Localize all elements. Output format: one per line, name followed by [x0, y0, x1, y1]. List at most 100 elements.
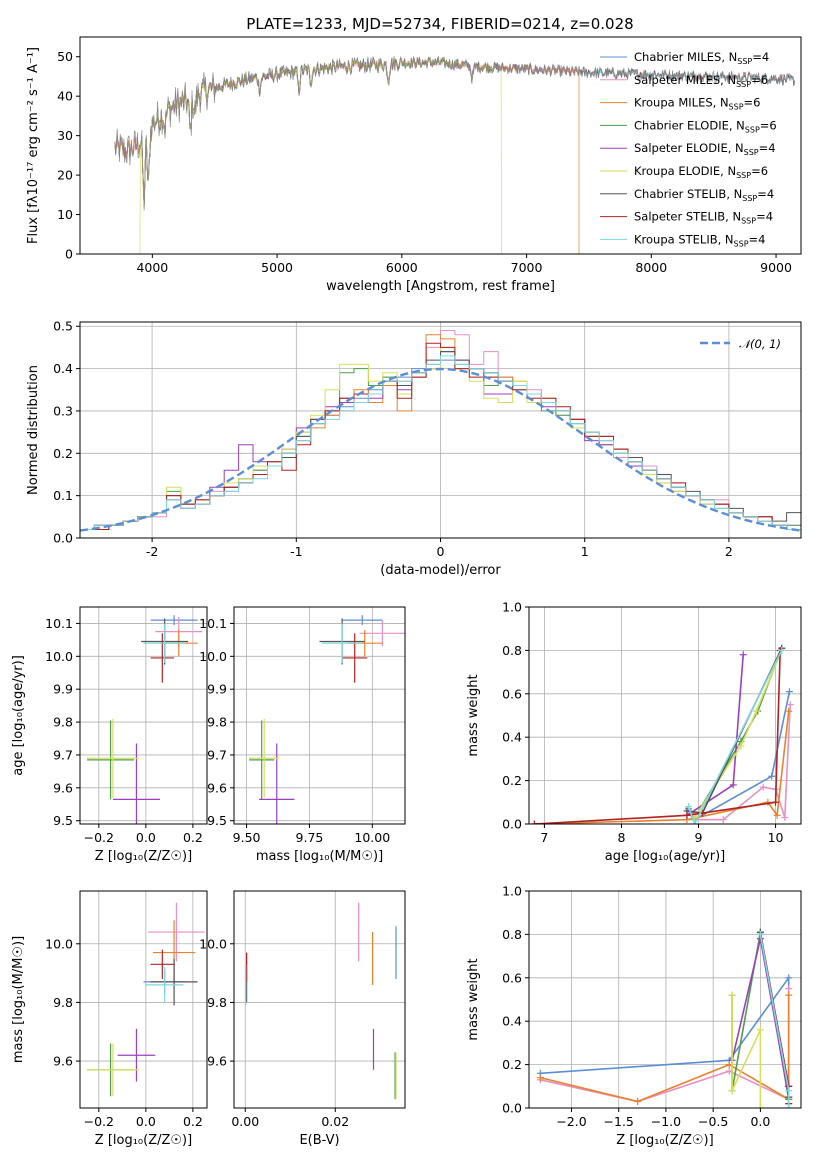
errorbar-point	[342, 615, 383, 626]
errorbar-point	[150, 615, 198, 626]
gaussian-curve	[80, 367, 801, 532]
y-tick-label: 0.6	[502, 686, 522, 701]
mass-weight-marker	[772, 798, 780, 806]
errorbar-point	[150, 633, 175, 683]
y-tick-label: 10	[57, 207, 73, 222]
errorbar-point	[87, 720, 135, 800]
plot-area-mass-vs-z	[87, 902, 205, 1097]
mass-weight-marker	[685, 803, 693, 811]
y-tick-label: 9.8	[53, 995, 73, 1010]
x-tick-label: 0.2	[183, 830, 203, 845]
y-axis-label: mass weight	[466, 958, 481, 1040]
axes-frame	[528, 606, 802, 825]
mass-weight-marker	[739, 651, 747, 659]
y-axis-label: mass weight	[466, 674, 481, 756]
x-axis-label: mass [log₁₀(M/M☉)]	[256, 849, 383, 864]
mass-weight-marker	[781, 813, 789, 821]
legend-entry: Kroupa STELIB, NSSP=4	[634, 232, 765, 248]
x-tick-label: 9.75	[296, 830, 324, 845]
y-tick-label: 0.2	[53, 446, 73, 461]
errorbar-point	[87, 1043, 139, 1097]
mass-weight-marker	[773, 811, 781, 819]
y-tick-label: 0.3	[53, 403, 73, 418]
legend-label-suffix: =4	[757, 187, 774, 201]
errorbar-point	[249, 718, 280, 798]
y-tick-label: 0.2	[502, 1057, 522, 1072]
y-tick-label: 9.9	[207, 682, 227, 697]
histogram-step	[80, 342, 801, 530]
panel-spectrum: 4000 5000 6000 7000 8000 9000 0 10 20 30 40 50 wavel…	[26, 36, 802, 294]
y-tick-label: 0.2	[502, 773, 522, 788]
legend-label: Salpeter STELIB, N	[634, 210, 741, 224]
mass-weight-marker	[691, 820, 699, 824]
legend-residuals: 𝒩(0, 1)	[700, 337, 781, 351]
legend-label: Kroupa STELIB, N	[634, 232, 734, 246]
axes-frame	[528, 890, 802, 1109]
mass-weight-marker	[756, 1104, 764, 1108]
errorbar-point	[259, 743, 295, 824]
y-tick-label: 9.6	[53, 780, 73, 795]
errorbar-point	[117, 1028, 156, 1082]
data-spectrum-line	[114, 55, 795, 211]
y-axis-label: Normed distribution	[26, 365, 41, 495]
y-tick-label: 10.1	[199, 616, 227, 631]
y-axis-label: age [log₁₀(age/yr)]	[11, 655, 26, 776]
mass-weight-marker	[785, 1104, 793, 1108]
panel-residuals: -2 -1 0 1 2 0.0 0.1 0.2 0.3 0.4 0.5 (data-model)/er…	[26, 319, 802, 578]
y-tick-label: 30	[57, 128, 73, 143]
y-tick-label: 9.7	[53, 747, 73, 762]
x-axis-label: wavelength [Angstrom, rest frame]	[326, 279, 555, 294]
errorbar-point	[145, 967, 184, 1003]
mass-weight-marker	[785, 974, 793, 982]
legend-label-subscript: SSP	[741, 217, 756, 226]
x-tick-label: −0.5	[698, 1114, 728, 1129]
legend-label: Kroupa MILES, N	[634, 96, 729, 110]
legend-label-subscript: SSP	[744, 148, 759, 157]
axes-frame	[233, 606, 406, 825]
y-tick-label: 10.0	[199, 936, 227, 951]
mass-weight-marker	[785, 991, 793, 999]
y-tick-label: 9.6	[207, 1054, 227, 1069]
legend-entry: Salpeter ELODIE, NSSP=4	[634, 141, 776, 157]
errorbar-point	[342, 633, 368, 683]
x-tick-label: 0.00	[231, 1114, 259, 1129]
mass-weight-marker	[752, 707, 760, 715]
mass-weight-marker	[786, 701, 794, 709]
plot-area-mass-vs-ebv	[245, 902, 397, 1100]
legend-label-suffix: =4	[756, 210, 773, 224]
errorbar-point	[112, 743, 160, 824]
x-tick-label: −1.0	[651, 1114, 681, 1129]
axes-frame	[233, 890, 406, 1109]
y-tick-label: 0.0	[53, 531, 73, 546]
mass-weight-marker	[768, 772, 776, 780]
legend-label-subscript: SSP	[742, 194, 757, 203]
axes-frame	[79, 606, 208, 825]
errorbar-point	[143, 623, 186, 663]
x-axis-label: (data-model)/error	[380, 563, 501, 578]
legend-entry: Chabrier MILES, NSSP=4	[634, 50, 769, 66]
errorbar-point	[359, 620, 405, 647]
y-tick-label: 0.8	[502, 927, 522, 942]
plot-area-mass-weight-vs-age	[530, 644, 794, 824]
x-tick-label: 0.2	[183, 1114, 203, 1129]
x-tick-label: 6000	[386, 260, 418, 275]
legend-label-suffix: =6	[744, 96, 761, 110]
y-tick-label: 1.0	[502, 600, 522, 615]
plot-area-mass-weight-vs-z	[536, 928, 793, 1108]
errorbar-point	[87, 718, 139, 798]
plot-area-age-vs-z	[87, 615, 203, 824]
x-axis-label: Z [log₁₀(Z/Z☉)]	[95, 849, 192, 864]
x-axis-label: Z [log₁₀(Z/Z☉)]	[616, 1133, 713, 1148]
legend-label-subscript: SSP	[736, 171, 751, 180]
x-tick-label: -2	[146, 544, 158, 559]
legend-entry: Chabrier ELODIE, NSSP=6	[634, 118, 777, 134]
mass-weight-marker	[756, 1026, 764, 1034]
y-tick-label: 50	[57, 49, 73, 64]
mass-weight-marker	[756, 930, 764, 938]
legend-label: Chabrier STELIB, N	[634, 187, 742, 201]
y-tick-label: 9.6	[207, 780, 227, 795]
x-tick-label: −0.2	[84, 830, 114, 845]
